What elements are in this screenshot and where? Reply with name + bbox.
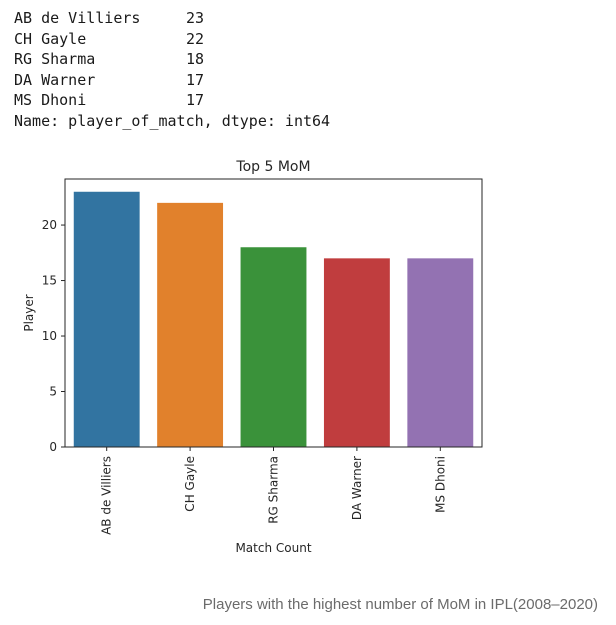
output-footer: Name: player_of_match, dtype: int64 [14, 111, 331, 130]
output-row: DA Warner 17 [14, 70, 330, 91]
x-tick-label: MS Dhoni [433, 456, 447, 513]
output-player-name: CH Gayle [14, 29, 87, 48]
output-row: MS Dhoni 17 [14, 90, 330, 111]
output-player-name: MS Dhoni [14, 91, 87, 109]
y-tick-label: 15 [42, 274, 57, 288]
output-count: 17 [186, 91, 205, 109]
x-axis-label: Match Count [235, 541, 311, 555]
plot-frame [64, 178, 483, 448]
output-count: 17 [186, 70, 205, 89]
x-tick-label: CH Gayle [183, 456, 197, 512]
output-player-name: DA Warner [14, 70, 96, 89]
output-count: 23 [186, 9, 205, 27]
output-count: 18 [186, 50, 205, 68]
x-tick-label: AB de Villiers [100, 456, 114, 535]
output-row: AB de Villiers 23 [14, 8, 330, 29]
x-tick-label: DA Warner [350, 456, 364, 520]
output-row: CH Gayle 22 [14, 29, 330, 50]
bar [323, 258, 390, 447]
chart-title: Top 5 MoM [235, 159, 310, 175]
output-count: 22 [186, 29, 205, 48]
bar [240, 247, 307, 447]
bar [157, 202, 224, 447]
x-tick-label: RG Sharma [267, 456, 281, 524]
output-player-name: AB de Villiers [14, 9, 141, 27]
output-player-name: RG Sharma [14, 50, 96, 68]
bar [73, 191, 140, 447]
bar [407, 258, 474, 447]
bar-chart: AB de Villiers CH Gayle RG Sharma DA Warner… [22, 159, 483, 555]
y-axis-label: Player [22, 294, 36, 331]
output-row: RG Sharma 18 [14, 49, 330, 70]
y-tick-label: 10 [42, 329, 57, 343]
figure-caption: Players with the highest number of MoM i… [202, 596, 598, 613]
y-tick-label: 0 [49, 440, 57, 454]
y-tick-label: 20 [42, 218, 57, 232]
console-output: AB de Villiers 23 CH Gayle 22 RG Sharma 18 … [14, 8, 330, 131]
y-tick-label: 5 [49, 385, 57, 399]
